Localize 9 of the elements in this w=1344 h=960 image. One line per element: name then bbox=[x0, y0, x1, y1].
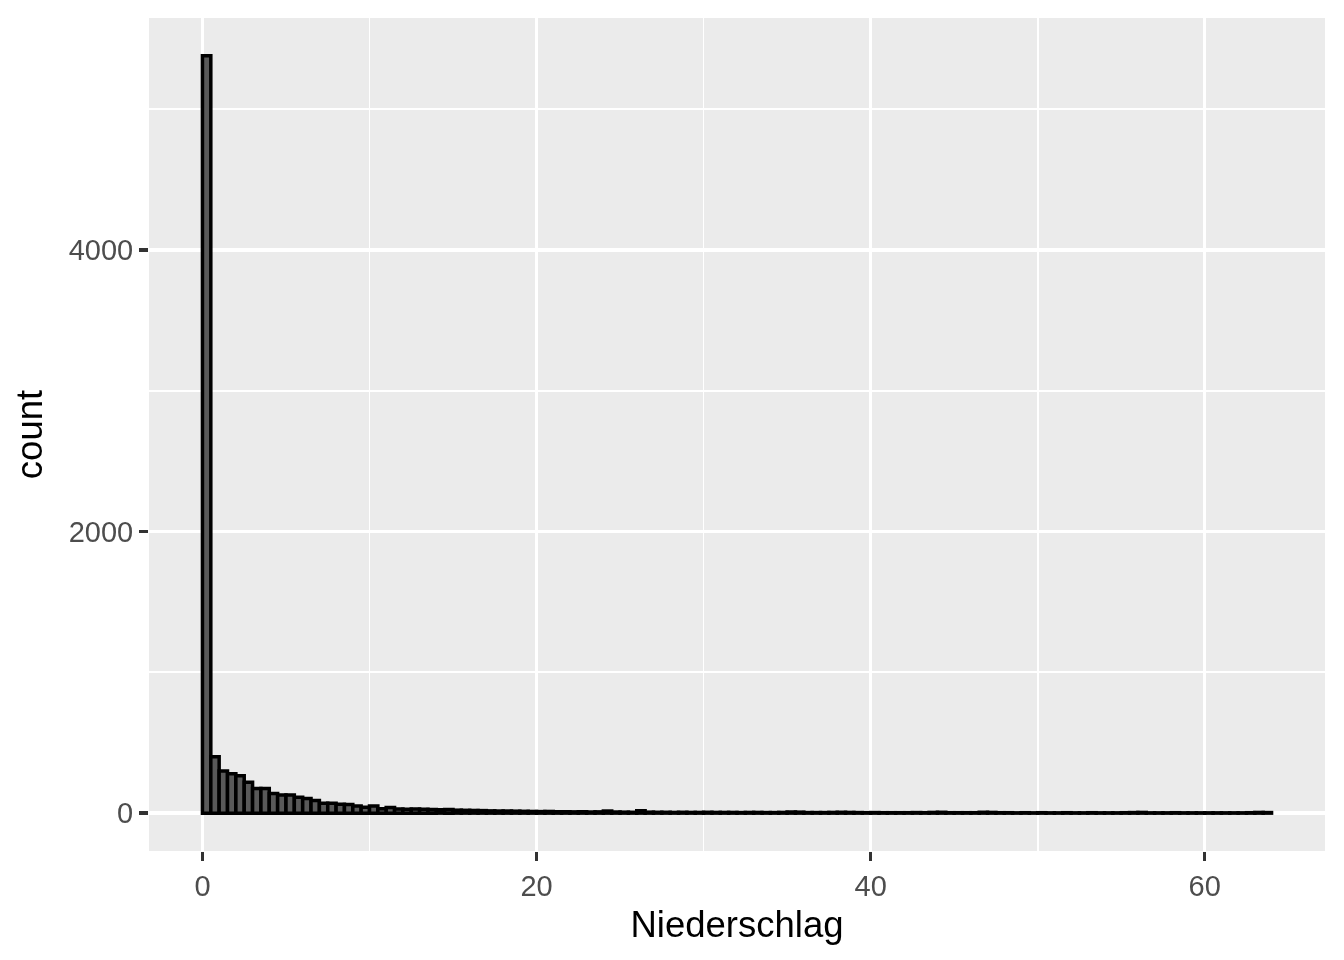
y-tick-label: 2000 bbox=[68, 515, 134, 548]
y-tick-label: 4000 bbox=[68, 234, 134, 267]
y-axis-title: count bbox=[9, 389, 51, 480]
x-tick-label: 40 bbox=[854, 869, 887, 902]
x-tick-label: 60 bbox=[1188, 869, 1221, 902]
x-tick-label: 0 bbox=[194, 869, 211, 902]
x-tick-label: 20 bbox=[520, 869, 553, 902]
x-axis-title: Niederschlag bbox=[630, 903, 844, 945]
y-tick-label: 0 bbox=[117, 797, 134, 830]
